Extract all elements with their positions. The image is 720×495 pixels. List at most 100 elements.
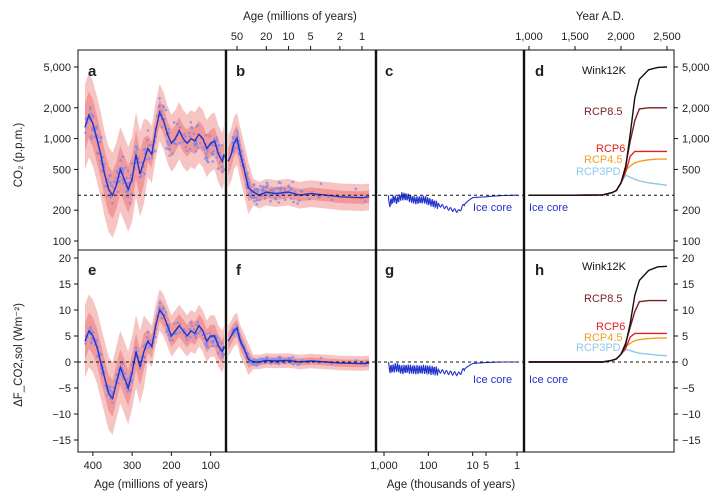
panel-label-d: d (535, 63, 544, 80)
proxy-point-f (298, 362, 301, 366)
ice-core-label-bottom-right: Ice core (529, 374, 568, 386)
proxy-point-e (106, 393, 109, 397)
proxy-point-f (354, 359, 358, 362)
proxy-point-b (327, 195, 330, 199)
proxy-point-b (263, 189, 266, 193)
proxy-point-a (89, 106, 92, 109)
proxy-point-a (211, 152, 214, 156)
proxy-point-a (114, 176, 118, 180)
top-year-tick-label: 2,000 (607, 31, 635, 43)
proxy-point-e (128, 389, 132, 392)
proxy-point-a (215, 136, 218, 139)
proxy-point-a (84, 131, 87, 134)
ice-core-label-top-right: Ice core (529, 202, 568, 214)
proxy-point-f (252, 358, 256, 361)
panel-label-e: e (88, 262, 96, 279)
scenario-label-d: Wink12K (582, 65, 627, 77)
panel-label-a: a (88, 63, 97, 80)
proxy-point-b (277, 181, 281, 184)
scenario-label-h: RCP8.5 (584, 293, 623, 305)
proxy-point-a (90, 126, 93, 130)
proxy-point-a (150, 156, 154, 159)
proxy-point-f (277, 357, 281, 361)
proxy-point-a (158, 104, 161, 107)
proxy-point-e (220, 352, 224, 356)
proxy-point-e (130, 378, 134, 382)
proxy-point-b (272, 190, 275, 193)
proxy-point-e (201, 333, 204, 337)
proxy-point-b (258, 198, 261, 202)
proxy-point-e (111, 401, 114, 404)
forcing-tick-label-left: 0 (65, 357, 71, 369)
proxy-point-f (291, 355, 295, 359)
co2-tick-label-left: 500 (53, 164, 71, 176)
proxy-point-e (90, 336, 93, 340)
ice-core-label-bottom-left: Ice core (473, 374, 512, 386)
proxy-point-a (99, 135, 103, 139)
forcing-tick-label-right: 10 (682, 305, 694, 317)
proxy-point-e (171, 339, 174, 342)
proxy-point-a (185, 149, 189, 152)
co2-tick-label-right: 500 (682, 164, 700, 176)
proxy-point-e (89, 326, 92, 329)
proxy-point-a (88, 108, 92, 111)
proxy-point-e (208, 331, 211, 335)
proxy-point-b (252, 183, 256, 187)
proxy-point-e (146, 330, 150, 334)
proxy-point-a (121, 169, 125, 172)
proxy-point-a (221, 170, 224, 174)
proxy-point-a (184, 145, 188, 149)
proxy-point-a (148, 144, 151, 147)
proxy-point-a (205, 133, 208, 137)
proxy-point-e (147, 345, 151, 349)
proxy-point-a (144, 158, 148, 161)
proxy-point-e (211, 344, 215, 348)
top-age-tick-label: 10 (282, 31, 294, 43)
proxy-point-b (354, 187, 358, 191)
forcing-tick-label-left: 10 (59, 305, 71, 317)
proxy-point-a (222, 168, 226, 171)
proxy-point-e (158, 305, 161, 309)
panel-frames (77, 49, 675, 453)
proxy-point-b (265, 181, 269, 185)
proxy-point-e (178, 331, 182, 334)
proxy-point-e (211, 340, 214, 344)
proxy-point-a (160, 125, 164, 129)
proxy-point-a (168, 147, 172, 151)
proxy-point-b (279, 190, 282, 193)
proxy-point-a (115, 170, 119, 174)
proxy-point-a (90, 137, 93, 140)
proxy-point-a (106, 177, 109, 181)
proxy-point-e (216, 352, 220, 355)
proxy-point-e (164, 311, 168, 314)
proxy-point-a (166, 139, 169, 143)
proxy-point-f (277, 362, 281, 366)
co2-tick-label-left: 5,000 (43, 62, 71, 74)
proxy-point-e (154, 335, 157, 339)
proxy-point-b (249, 191, 253, 195)
bottom-left-tick-label: 200 (162, 460, 180, 472)
band-inner-a (85, 91, 224, 219)
proxy-point-e (162, 307, 166, 311)
proxy-point-b (277, 201, 281, 204)
bottom-left-tick-label: 400 (84, 460, 102, 472)
proxy-point-f (299, 359, 303, 362)
proxy-point-e (196, 332, 200, 335)
proxy-point-e (217, 340, 221, 344)
proxy-point-a (172, 121, 176, 124)
proxy-point-b (317, 196, 321, 199)
proxy-point-a (211, 160, 215, 163)
proxy-point-b (270, 188, 274, 192)
proxy-point-b (235, 129, 239, 132)
proxy-point-b (315, 194, 319, 197)
proxy-point-b (296, 202, 299, 205)
proxy-point-e (126, 377, 130, 380)
median-line-a (84, 110, 225, 197)
forcing-tick-label-right: 15 (682, 279, 694, 291)
proxy-point-b (298, 199, 301, 202)
co2-tick-label-right: 100 (682, 236, 700, 248)
proxy-point-e (175, 332, 178, 335)
proxy-point-a (192, 132, 196, 135)
bottom-left-tick-label: 100 (201, 460, 219, 472)
proxy-point-b (251, 196, 254, 199)
